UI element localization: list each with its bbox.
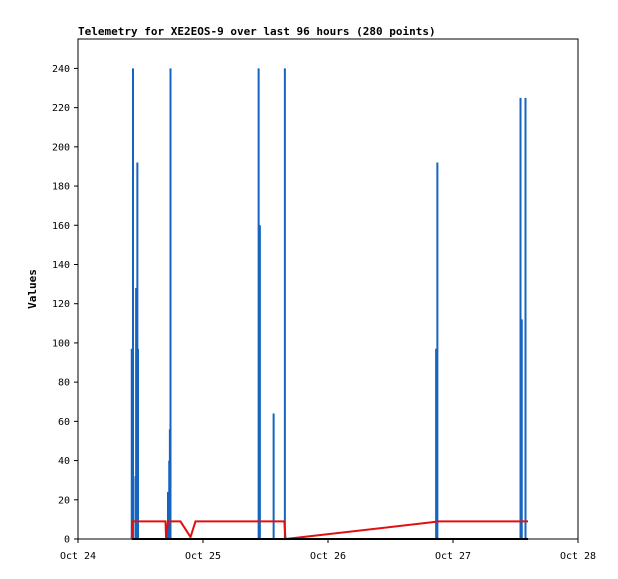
y-tick-label: 80 (58, 378, 70, 389)
chart-title: Telemetry for XE2EOS-9 over last 96 hour… (78, 25, 436, 38)
y-tick-label: 20 (58, 495, 70, 506)
plot-area (77, 38, 579, 540)
y-tick-label: 120 (52, 299, 70, 310)
y-tick-label: 200 (52, 142, 70, 153)
y-tick-label: 240 (52, 64, 70, 75)
y-tick-label: 0 (64, 535, 70, 546)
x-tick-label: Oct 26 (310, 551, 346, 562)
y-tick-label: 160 (52, 221, 70, 232)
x-tick-label: Oct 25 (185, 551, 221, 562)
series-1-line (130, 520, 528, 541)
x-axis: Oct 24 Oct 25 Oct 26 Oct 27 Oct 28 (60, 539, 596, 562)
y-tick-label: 220 (52, 103, 70, 114)
y-tick-label: 40 (58, 456, 70, 467)
y-axis-label: Values (26, 269, 39, 309)
series-layer (130, 68, 528, 541)
y-tick-label: 100 (52, 338, 70, 349)
x-tick-label: Oct 28 (560, 551, 596, 562)
y-tick-label: 180 (52, 182, 70, 193)
x-tick-label: Oct 27 (435, 551, 471, 562)
y-axis: 0 20 40 60 80 100 120 140 160 180 200 220 240 (52, 64, 78, 546)
y-tick-label: 140 (52, 260, 70, 271)
y-tick-label: 60 (58, 417, 70, 428)
x-tick-label: Oct 24 (60, 551, 96, 562)
